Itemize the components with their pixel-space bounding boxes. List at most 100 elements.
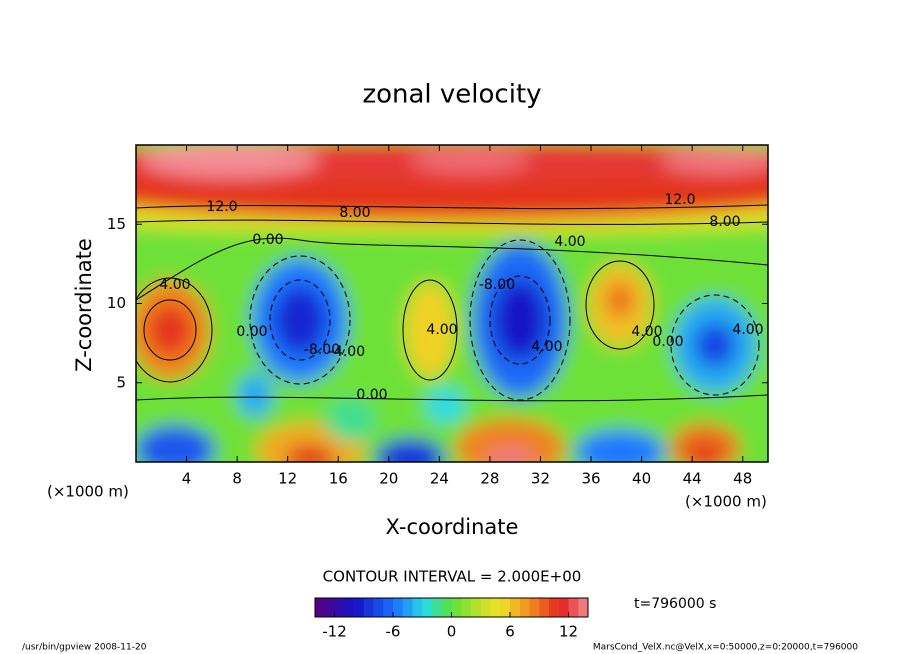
colorbar-cell xyxy=(529,598,540,617)
colorbar-tick-label: -12 xyxy=(322,623,347,641)
contour-label: 4.00 xyxy=(631,324,662,340)
contour-lines xyxy=(136,204,768,402)
colorbar-cell xyxy=(363,598,374,617)
colorbar-cell xyxy=(402,598,413,617)
contour-label: 0.00 xyxy=(252,232,283,248)
x-tick-label: 44 xyxy=(683,470,702,488)
contour-label: 12.0 xyxy=(206,199,237,215)
contour-line xyxy=(136,394,768,402)
contour-line xyxy=(143,299,197,361)
colorbar-cell xyxy=(471,598,482,617)
colorbar-cell xyxy=(383,598,394,617)
colorbar-cell xyxy=(334,598,345,617)
contour-label: -4.00 xyxy=(329,344,365,360)
contour-label: 8.00 xyxy=(709,214,740,230)
x-unit-label: (×1000 m) xyxy=(47,483,129,501)
contour-label: 8.00 xyxy=(339,205,370,221)
colorbar-cell xyxy=(568,598,579,617)
colorbar-cell xyxy=(490,598,501,617)
x-tick-label: 8 xyxy=(232,470,242,488)
field-blob xyxy=(375,438,445,462)
y-axis-label: Z-coordinate xyxy=(72,238,96,372)
y-tick-label: 15 xyxy=(107,215,126,233)
x-tick-label: 36 xyxy=(581,470,600,488)
contour-label: 4.00 xyxy=(554,234,585,250)
contour-line xyxy=(402,279,458,381)
contour-label: 0.00 xyxy=(652,334,683,350)
colorbar-cell xyxy=(422,598,433,617)
contour-line xyxy=(670,294,760,396)
y-tick-label: 5 xyxy=(116,373,126,391)
x-tick-label: 40 xyxy=(632,470,651,488)
field-blob xyxy=(670,423,740,462)
colorbar-cell xyxy=(441,598,452,617)
colorbar-cell xyxy=(344,598,355,617)
x-tick-label: 32 xyxy=(531,470,550,488)
x-axis-label: X-coordinate xyxy=(386,515,519,539)
x-tick-label: 4 xyxy=(182,470,192,488)
field-blob xyxy=(325,398,375,442)
field-blob xyxy=(494,280,546,360)
field-blob xyxy=(274,286,326,354)
colorbar-cell xyxy=(432,598,443,617)
colorbar-tick-label: 12 xyxy=(559,623,578,641)
field-blob xyxy=(575,430,665,462)
contour-line xyxy=(585,260,655,350)
colorbar-cell xyxy=(412,598,423,617)
x-tick-label: 20 xyxy=(379,470,398,488)
field-shading xyxy=(136,145,768,462)
colorbar-cell xyxy=(393,598,404,617)
x-tick-label: 12 xyxy=(278,470,297,488)
field-blob xyxy=(410,146,530,174)
field-blob xyxy=(485,446,535,462)
colorbar-cell xyxy=(510,598,521,617)
contour-line xyxy=(136,204,768,210)
contour-label: 0.00 xyxy=(356,387,387,403)
colorbar-cell xyxy=(315,598,326,617)
contour-line xyxy=(136,219,768,225)
contour-line xyxy=(136,277,213,383)
colorbar-tick-label: 0 xyxy=(447,623,457,641)
y-tick-label: 10 xyxy=(107,294,126,312)
colorbar: -12 -6 0 6 12 xyxy=(314,597,589,641)
colorbar-cell xyxy=(519,598,530,617)
field-blob xyxy=(690,445,720,462)
colorbar-cell xyxy=(373,598,384,617)
colorbar-cell xyxy=(549,598,560,617)
contour-label: 4.00 xyxy=(426,322,457,338)
x-tick-label: 28 xyxy=(480,470,499,488)
colorbar-cell xyxy=(324,598,335,617)
field-blob xyxy=(695,323,735,367)
colorbar-cell xyxy=(539,598,550,617)
footer: MarsCond_VelX.nc@VelX,x=0:50000,z=0:2000… xyxy=(593,643,858,653)
colorbar-cell xyxy=(558,598,569,617)
contour-line xyxy=(469,239,571,401)
field-blob xyxy=(455,418,565,462)
chart-title: zonal velocity xyxy=(362,80,541,110)
field-blob xyxy=(285,446,335,462)
contour-label: -8.00 xyxy=(304,342,340,358)
contour-field: 12.0 8.000.004.004.0012.08.000.00-8.00-4.… xyxy=(136,145,768,462)
field-blob xyxy=(237,373,273,417)
colorbar-tick-label: 6 xyxy=(505,623,515,641)
field-blob xyxy=(606,282,634,318)
colorbar-tick-label: -6 xyxy=(386,623,401,641)
colorbar-cell xyxy=(451,598,462,617)
x-unit-label: (×1000 m) xyxy=(685,493,767,511)
field-blob xyxy=(405,282,455,378)
field-blob xyxy=(140,145,320,178)
x-tick-label: 16 xyxy=(329,470,348,488)
colorbar-cell xyxy=(500,598,511,617)
field-blob xyxy=(425,387,465,423)
time-label: t=796000 s xyxy=(634,596,716,612)
contour-label: 4.00 xyxy=(159,277,190,293)
contour-label: 0.00 xyxy=(236,324,267,340)
contour-label: 12.0 xyxy=(664,192,695,208)
contour-interval: CONTOUR INTERVAL = 2.000E+00 xyxy=(323,568,582,586)
contour-label: 4.00 xyxy=(531,339,562,355)
footer: /usr/bin/gpview 2008-11-20 xyxy=(22,643,147,653)
contour-label: 4.00 xyxy=(732,322,763,338)
x-tick-label: 24 xyxy=(430,470,449,488)
contour-line xyxy=(249,255,351,385)
